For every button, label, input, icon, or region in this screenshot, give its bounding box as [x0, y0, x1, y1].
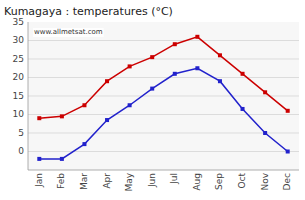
point: [263, 90, 267, 94]
x-axis-line: [28, 170, 299, 171]
point: [241, 72, 245, 76]
watermark-background: [33, 28, 104, 37]
y-tick-label: 20: [13, 72, 25, 82]
point: [105, 118, 109, 122]
point: [195, 35, 199, 39]
point: [150, 87, 154, 91]
watermark: www.allmetsat.com: [34, 28, 103, 36]
grid-line: [28, 77, 299, 78]
x-tick-label: Jun: [147, 173, 157, 188]
point: [82, 142, 86, 146]
point: [218, 53, 222, 57]
point: [105, 79, 109, 83]
title: Kumagaya : temperatures (°C): [4, 5, 173, 18]
y-tick-label: 10: [13, 109, 25, 119]
point: [195, 66, 199, 70]
point: [60, 157, 64, 161]
point: [128, 64, 132, 68]
series-line: [39, 37, 287, 118]
point: [60, 114, 64, 118]
grid-line: [28, 59, 299, 60]
x-tick-label: Nov: [260, 172, 270, 190]
grid-line: [28, 96, 299, 97]
point: [128, 103, 132, 107]
y-axis-line: [28, 22, 29, 170]
grid-line: [28, 133, 299, 134]
grid-line: [28, 40, 299, 41]
plot-background: [28, 22, 299, 170]
point: [241, 107, 245, 111]
y-tick-label: 5: [18, 128, 24, 138]
y-tick-label: 25: [13, 54, 24, 64]
point: [286, 150, 290, 154]
y-tick-label: 30: [13, 35, 25, 45]
series-line: [39, 68, 287, 159]
point: [263, 131, 267, 135]
x-tick-label: Aug: [192, 173, 202, 191]
annotation: 35: [13, 17, 24, 27]
point: [173, 42, 177, 46]
y-tick-label: 15: [13, 91, 24, 101]
x-tick-label: Jan: [34, 173, 44, 188]
x-tick-label: Jul: [169, 173, 179, 185]
grid-line: [28, 114, 299, 115]
x-tick-label: Oct: [237, 173, 247, 189]
point: [218, 79, 222, 83]
point: [173, 72, 177, 76]
x-tick-label: Dec: [282, 173, 292, 190]
grid-line: [28, 151, 299, 152]
point: [82, 103, 86, 107]
point: [37, 116, 41, 120]
y-tick-label: 0: [18, 146, 24, 156]
point: [37, 157, 41, 161]
x-tick-label: Apr: [102, 173, 112, 189]
x-tick-label: Mar: [79, 173, 89, 190]
x-tick-label: May: [124, 172, 134, 191]
x-tick-label: Sep: [214, 173, 224, 190]
x-tick-label: Feb: [56, 173, 66, 189]
point: [150, 55, 154, 59]
point: [286, 109, 290, 113]
chart: 0 5 10 15 20 25 30 Jan Feb Mar Apr May Jun Jul Aug Sep O…: [0, 0, 305, 200]
series-group: [37, 35, 289, 161]
